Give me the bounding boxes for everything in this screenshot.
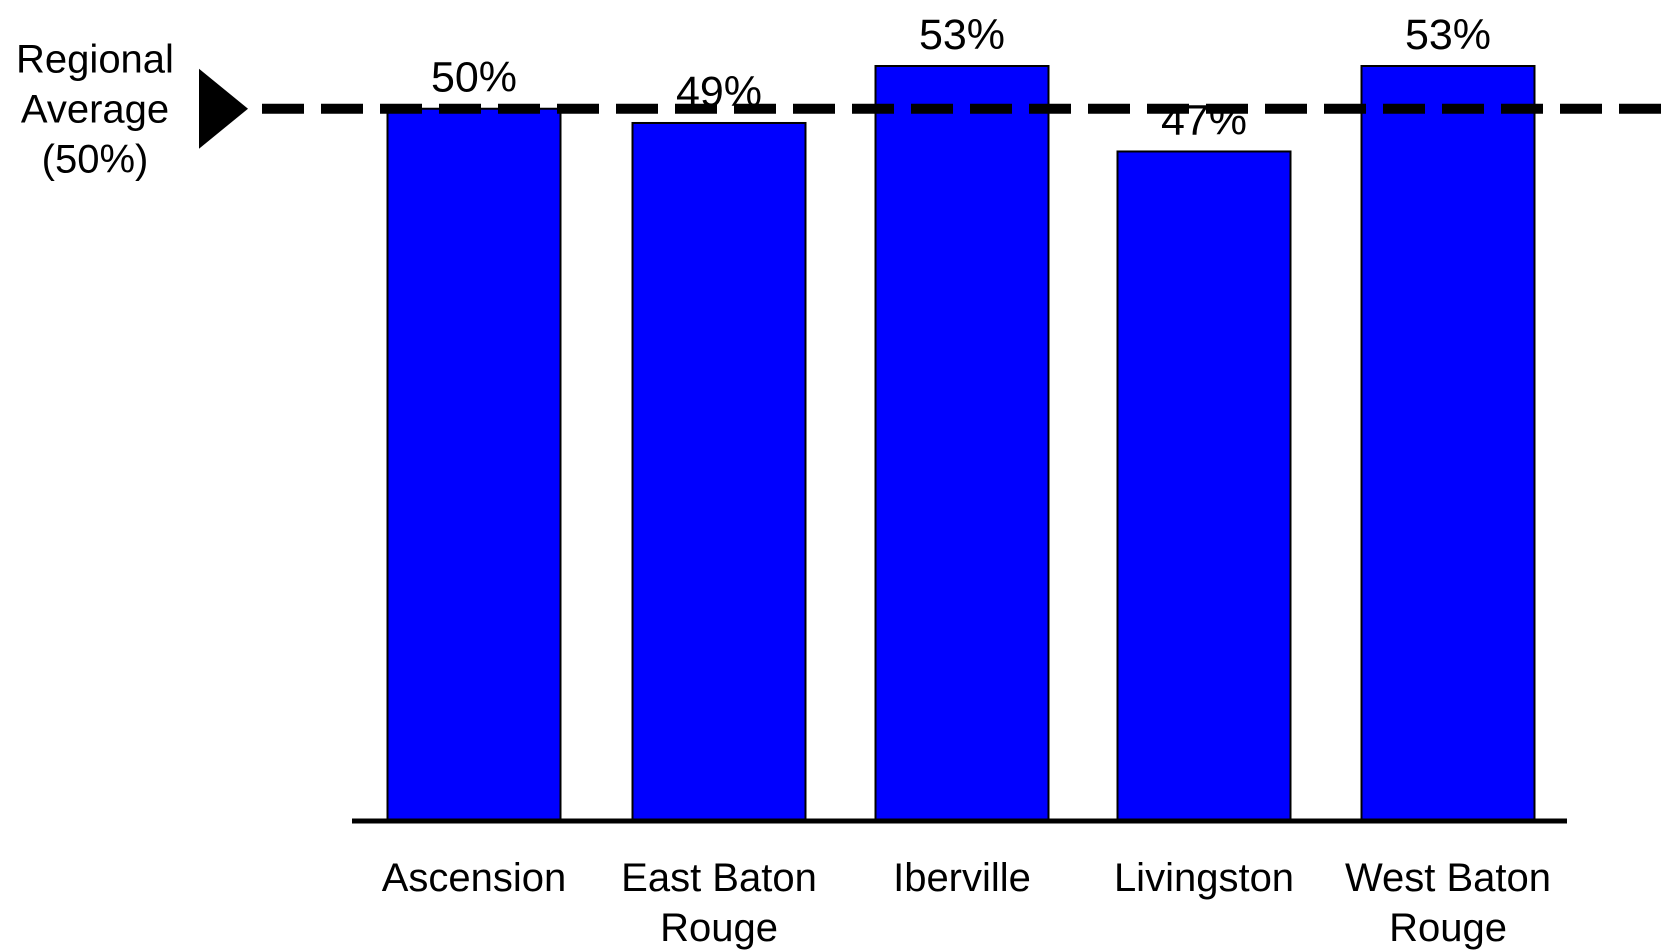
category-label-4: West Baton Rouge (1345, 856, 1551, 950)
category-label-2: Iberville (893, 856, 1031, 900)
reference-line-group: Regional Average (50%) (16, 38, 1663, 182)
data-label-3: 47% (1161, 96, 1247, 144)
bar-2 (874, 65, 1050, 822)
category-label-3: Livingston (1114, 856, 1294, 900)
category-label-1: East Baton Rouge (621, 856, 817, 950)
data-label-4: 53% (1405, 11, 1491, 59)
bar-0 (386, 107, 562, 823)
category-labels-group: Ascension East Baton Rouge Iberville Livings… (382, 856, 1551, 950)
category-label-0: Ascension (382, 856, 567, 900)
regional-average-label: Regional Average (50%) (16, 38, 174, 182)
bar-3 (1116, 150, 1292, 823)
data-label-2: 53% (919, 11, 1005, 59)
bar-1 (631, 121, 807, 822)
bar-4 (1360, 65, 1536, 822)
data-label-0: 50% (431, 54, 517, 102)
bars-group (386, 65, 1536, 823)
reference-arrow-icon (199, 68, 248, 149)
